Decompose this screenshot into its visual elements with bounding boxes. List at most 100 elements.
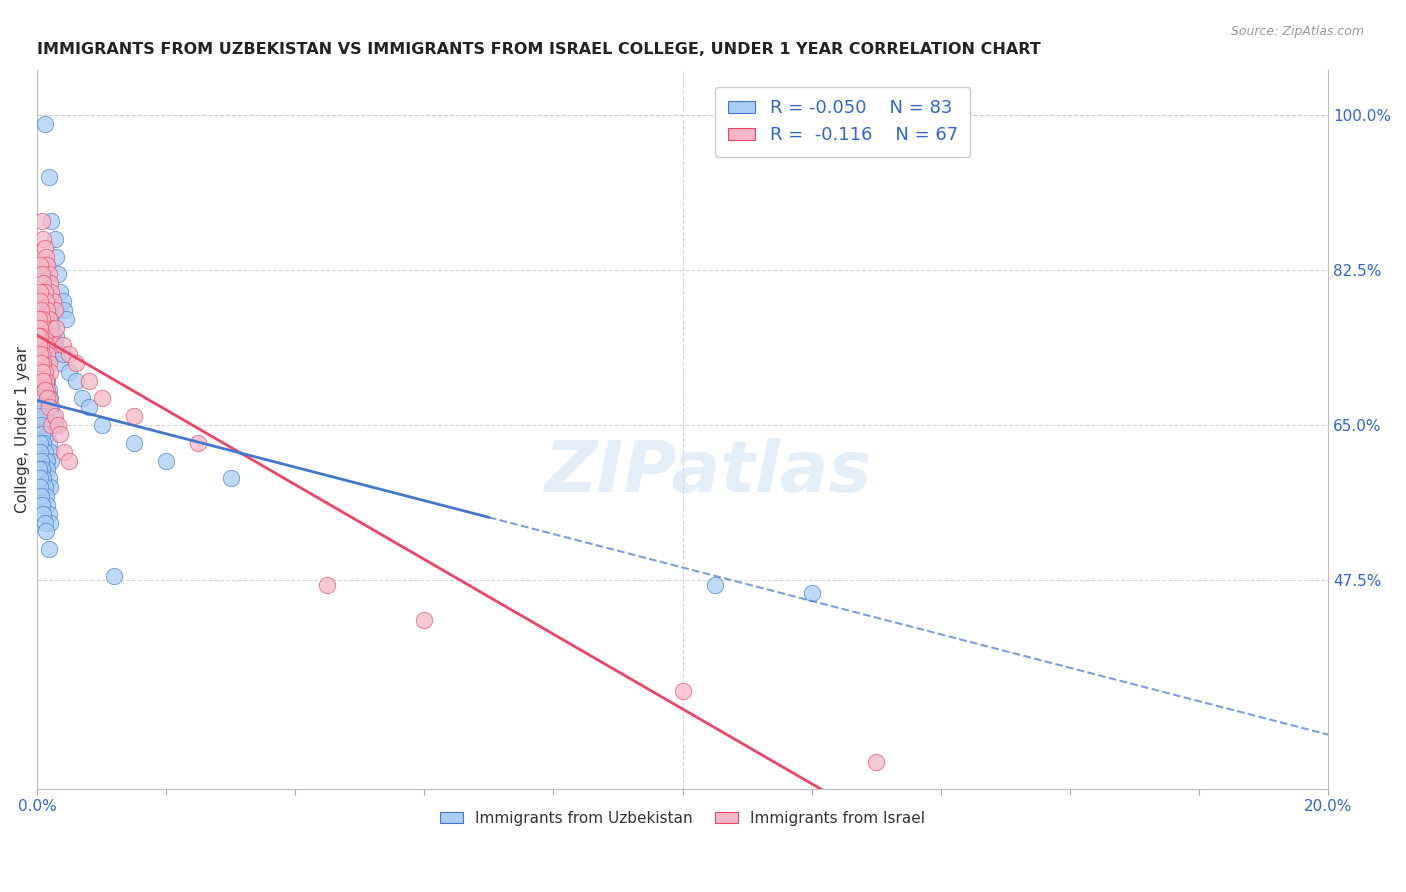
Point: [65, 356, 87, 370]
Point: [38, 320, 60, 334]
Point: [46, 418, 69, 433]
Point: [32, 232, 55, 246]
Point: [42, 329, 65, 343]
Point: [32, 356, 55, 370]
Point: [35, 302, 58, 317]
Point: [44, 302, 66, 317]
Point: [39, 329, 62, 343]
Point: [32, 268, 55, 282]
Point: [103, 568, 125, 582]
Point: [90, 392, 112, 406]
Point: [413, 613, 436, 627]
Point: [31, 365, 53, 379]
Point: [53, 302, 76, 317]
Point: [35, 453, 58, 467]
Point: [34, 285, 56, 299]
Point: [58, 453, 80, 467]
Point: [35, 489, 58, 503]
Point: [38, 268, 60, 282]
Point: [800, 586, 823, 600]
Point: [38, 392, 60, 406]
Point: [671, 684, 693, 698]
Point: [703, 577, 725, 591]
Point: [38, 169, 60, 184]
Point: [31, 462, 53, 476]
Point: [77, 401, 100, 415]
Point: [39, 320, 62, 334]
Point: [52, 293, 75, 308]
Point: [155, 453, 177, 467]
Point: [45, 329, 67, 343]
Point: [37, 302, 59, 317]
Point: [90, 418, 112, 433]
Point: [44, 418, 66, 433]
Point: [865, 755, 887, 769]
Point: [52, 338, 75, 352]
Point: [35, 338, 58, 352]
Point: [31, 426, 53, 441]
Point: [31, 268, 53, 282]
Point: [38, 516, 60, 530]
Point: [77, 374, 100, 388]
Point: [39, 418, 62, 433]
Point: [30, 418, 52, 433]
Point: [65, 374, 87, 388]
Point: [37, 426, 59, 441]
Point: [48, 356, 70, 370]
Point: [187, 435, 209, 450]
Point: [32, 507, 55, 521]
Point: [34, 409, 56, 424]
Point: [38, 435, 60, 450]
Point: [45, 250, 67, 264]
Point: [30, 338, 52, 352]
Point: [38, 311, 60, 326]
Point: [34, 285, 56, 299]
Point: [39, 214, 62, 228]
Point: [38, 471, 60, 485]
Point: [28, 462, 51, 476]
Point: [35, 259, 58, 273]
Point: [46, 268, 69, 282]
Point: [39, 401, 62, 415]
Point: [44, 409, 66, 424]
Point: [31, 338, 53, 352]
Point: [219, 471, 242, 485]
Point: [34, 365, 56, 379]
Point: [34, 444, 56, 458]
Point: [70, 392, 93, 406]
Point: [38, 542, 60, 557]
Point: [28, 338, 51, 352]
Point: [32, 356, 55, 370]
Point: [30, 259, 52, 273]
Point: [38, 507, 60, 521]
Point: [28, 311, 51, 326]
Point: [37, 374, 59, 388]
Point: [35, 418, 58, 433]
Point: [42, 338, 65, 352]
Point: [35, 374, 58, 388]
Point: [35, 524, 58, 539]
Point: [31, 498, 53, 512]
Point: [34, 480, 56, 494]
Point: [39, 453, 62, 467]
Point: [34, 383, 56, 397]
Point: [32, 435, 55, 450]
Point: [30, 329, 52, 343]
Point: [45, 347, 67, 361]
Point: [30, 302, 52, 317]
Point: [42, 293, 65, 308]
Point: [31, 347, 53, 361]
Point: [35, 293, 58, 308]
Point: [37, 383, 59, 397]
Point: [30, 453, 52, 467]
Point: [35, 374, 58, 388]
Point: [35, 498, 58, 512]
Point: [49, 426, 72, 441]
Legend: Immigrants from Uzbekistan, Immigrants from Israel: Immigrants from Uzbekistan, Immigrants f…: [430, 801, 935, 835]
Point: [28, 435, 51, 450]
Point: [31, 311, 53, 326]
Point: [48, 285, 70, 299]
Point: [42, 409, 65, 424]
Point: [35, 392, 58, 406]
Point: [34, 241, 56, 255]
